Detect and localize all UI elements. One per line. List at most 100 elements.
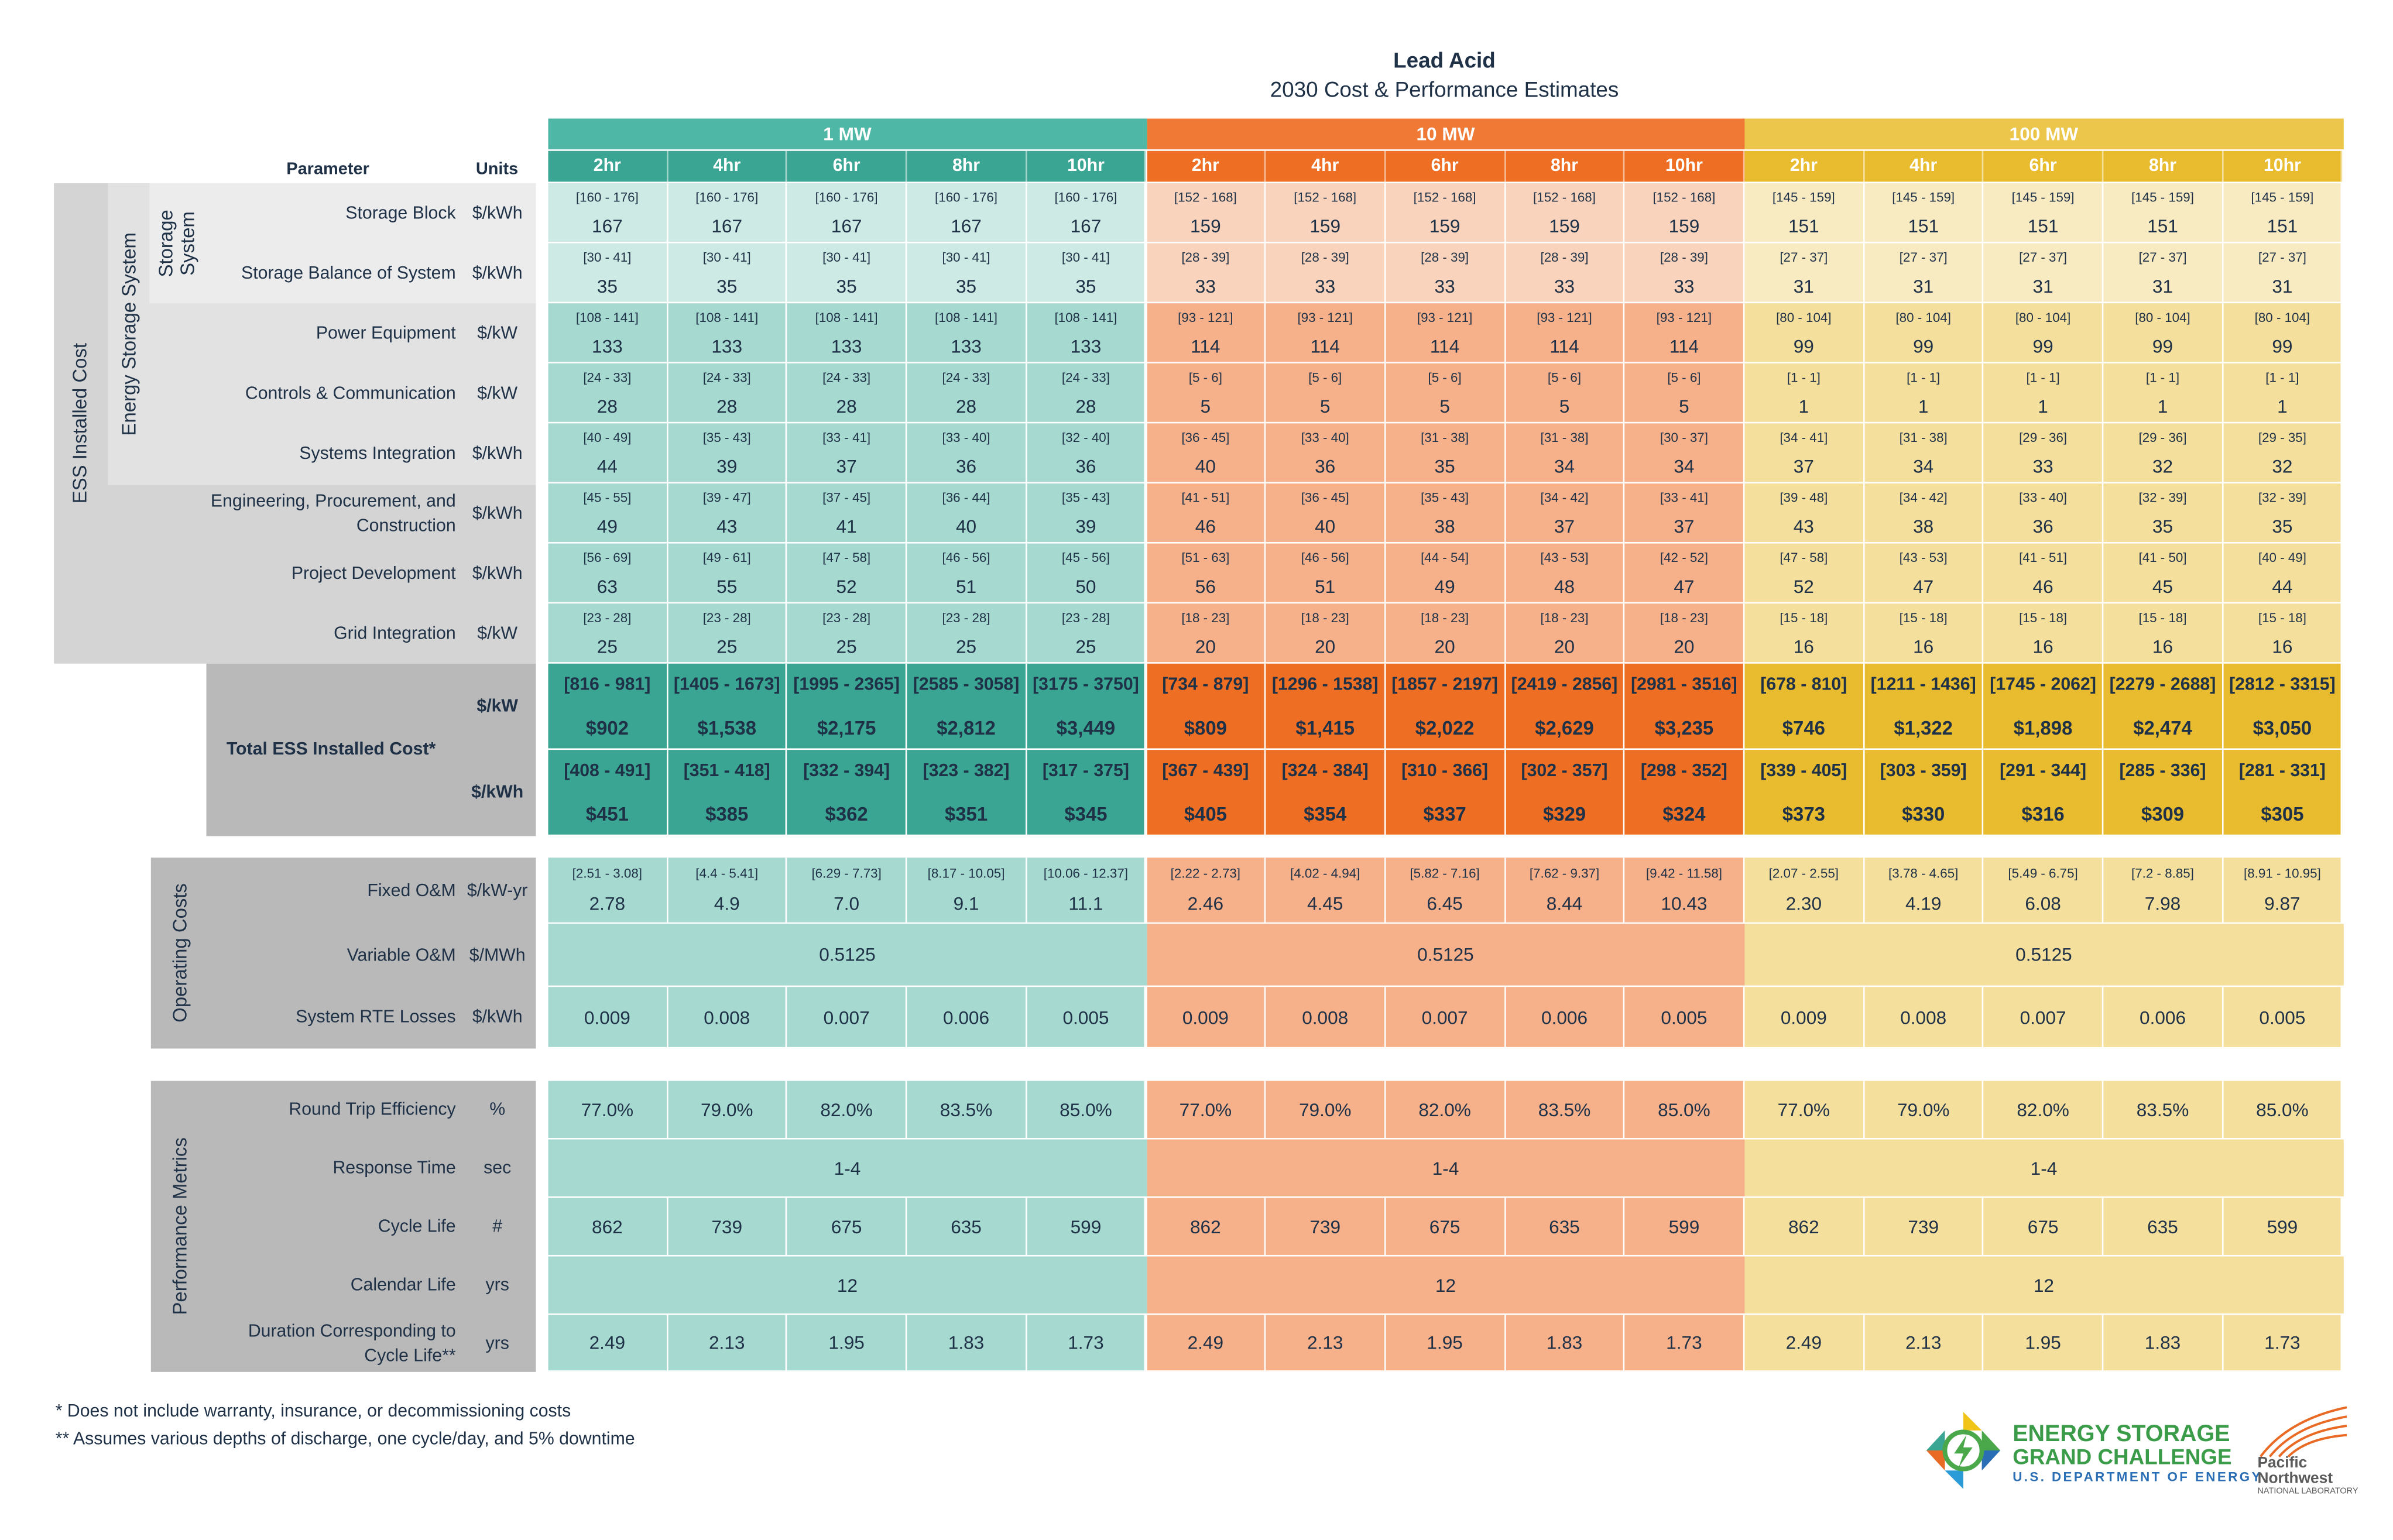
total-cell: [2812 - 3315] $3,050 (2223, 663, 2343, 750)
cost-cell: [32 - 39] 35 (2223, 483, 2343, 544)
point-value: 28 (1075, 396, 1096, 417)
cost-cell: [51 - 63] 56 (1146, 543, 1266, 604)
cost-cell: [43 - 53] 47 (1864, 543, 1984, 604)
row-unit: yrs (485, 1334, 509, 1353)
metric-cell: 675 (1984, 1198, 2104, 1257)
range-value: [33 - 40] (942, 429, 990, 445)
cost-cell: [1 - 1] 1 (2103, 363, 2224, 424)
cost-cell: [160 - 176] 167 (787, 183, 907, 243)
merged-cell: 1-4 (1744, 1139, 2343, 1198)
merged-cell: 1-4 (1146, 1139, 1745, 1198)
cost-cell: [31 - 38] 34 (1505, 423, 1626, 484)
range-value: [80 - 104] (1895, 309, 1951, 325)
total-cell: [310 - 366] $337 (1386, 750, 1506, 836)
cost-cell: [27 - 37] 31 (1744, 243, 1864, 304)
merged-cell: 0.5125 (548, 924, 1147, 987)
value: 862 (592, 1215, 623, 1237)
cost-cell: [30 - 41] 35 (907, 243, 1027, 304)
total-cell: [291 - 344] $316 (1984, 750, 2104, 836)
point-value: 25 (1075, 636, 1096, 658)
point-value: 32 (2272, 455, 2293, 478)
range-value: [2279 - 2688] (2109, 675, 2216, 695)
cost-cell: [93 - 121] 114 (1625, 303, 1745, 363)
range-value: [7.2 - 8.85] (2131, 865, 2194, 881)
metric-cell: 739 (1266, 1198, 1386, 1257)
point-value: 20 (1195, 636, 1216, 658)
point-value: 39 (716, 455, 738, 478)
value: 739 (711, 1215, 743, 1237)
range-value: [152 - 168] (1533, 189, 1596, 205)
row-unit: # (492, 1217, 503, 1237)
cost-cell: [33 - 41] 37 (1625, 483, 1745, 544)
cost-cell: [56 - 69] 63 (548, 543, 668, 604)
point-value: 167 (1070, 215, 1102, 238)
cost-cell: [80 - 104] 99 (1864, 303, 1984, 363)
metric-cell: 739 (667, 1198, 788, 1257)
esgc-logo-line1: ENERGY STORAGE (2013, 1421, 2230, 1448)
point-value: 31 (1793, 275, 1814, 297)
total-cell: [2585 - 3058] $2,812 (907, 663, 1027, 750)
range-value: [47 - 58] (822, 550, 871, 565)
point-value: 31 (1913, 275, 1934, 297)
metric-cell: 82.0% (1984, 1081, 2104, 1140)
cost-cell: [30 - 41] 35 (1027, 243, 1147, 304)
range-value: [1 - 1] (2026, 369, 2060, 385)
range-value: [56 - 69] (583, 550, 632, 565)
point-value: 63 (596, 575, 618, 598)
point-value: 133 (711, 335, 743, 358)
duration-header: 8hr (1505, 150, 1626, 182)
value: 0.007 (823, 1006, 870, 1028)
point-value: $337 (1423, 804, 1466, 826)
range-value: [1995 - 2365] (793, 675, 900, 695)
point-value: 25 (596, 636, 618, 658)
range-value: [734 - 879] (1162, 675, 1249, 695)
point-value: 38 (1434, 516, 1455, 538)
range-value: [145 - 159] (2011, 189, 2075, 205)
value: 2.13 (708, 1332, 745, 1354)
metric-cell: 83.5% (2103, 1081, 2224, 1140)
metric-cell: [10.06 - 12.37] 11.1 (1027, 858, 1147, 924)
range-value: [108 - 141] (575, 309, 639, 325)
point-value: 2.78 (589, 893, 626, 915)
range-value: [5 - 6] (1428, 369, 1462, 385)
cost-cell: [5 - 6] 5 (1266, 363, 1386, 424)
row-label: Calendar Life (350, 1276, 456, 1295)
metric-cell: 599 (1027, 1198, 1147, 1257)
cost-cell: [5 - 6] 5 (1625, 363, 1745, 424)
value: 83.5% (940, 1098, 993, 1120)
value: 2.49 (1785, 1332, 1822, 1354)
point-value: $2,812 (937, 717, 996, 739)
point-value: 167 (711, 215, 743, 238)
metric-cell: 0.007 (1386, 987, 1506, 1049)
point-value: 35 (1075, 275, 1096, 297)
merged-cell: 12 (1744, 1256, 2343, 1315)
range-value: [2.51 - 3.08] (572, 865, 643, 881)
value: 635 (951, 1215, 982, 1237)
value: 0.006 (943, 1006, 990, 1028)
cost-cell: [152 - 168] 159 (1625, 183, 1745, 243)
range-value: [332 - 394] (803, 762, 890, 781)
metric-cell: 85.0% (1027, 1081, 1147, 1140)
duration-header: 10hr (2223, 150, 2343, 182)
merged-cell: 1-4 (548, 1139, 1147, 1198)
range-value: [93 - 121] (1417, 309, 1473, 325)
point-value: 43 (1793, 516, 1814, 538)
cost-cell: [33 - 41] 37 (787, 423, 907, 484)
total-unit: $/kWh (471, 783, 524, 802)
cost-cell: [44 - 54] 49 (1386, 543, 1506, 604)
metric-cell: 2.13 (1864, 1315, 1984, 1372)
point-value: 37 (1793, 455, 1814, 478)
range-value: [51 - 63] (1181, 550, 1230, 565)
range-value: [80 - 104] (2135, 309, 2190, 325)
range-value: [15 - 18] (2258, 609, 2306, 626)
point-value: 51 (955, 575, 977, 598)
point-value: 2.30 (1785, 893, 1822, 915)
range-value: [23 - 28] (1061, 609, 1110, 626)
point-value: 44 (2272, 575, 2293, 598)
range-value: [32 - 39] (2258, 489, 2306, 505)
cost-cell: [37 - 45] 41 (787, 483, 907, 544)
point-value: 99 (2272, 335, 2293, 358)
range-value: [46 - 56] (1301, 550, 1349, 565)
point-value: 51 (1315, 575, 1336, 598)
total-cell: [1995 - 2365] $2,175 (787, 663, 907, 750)
